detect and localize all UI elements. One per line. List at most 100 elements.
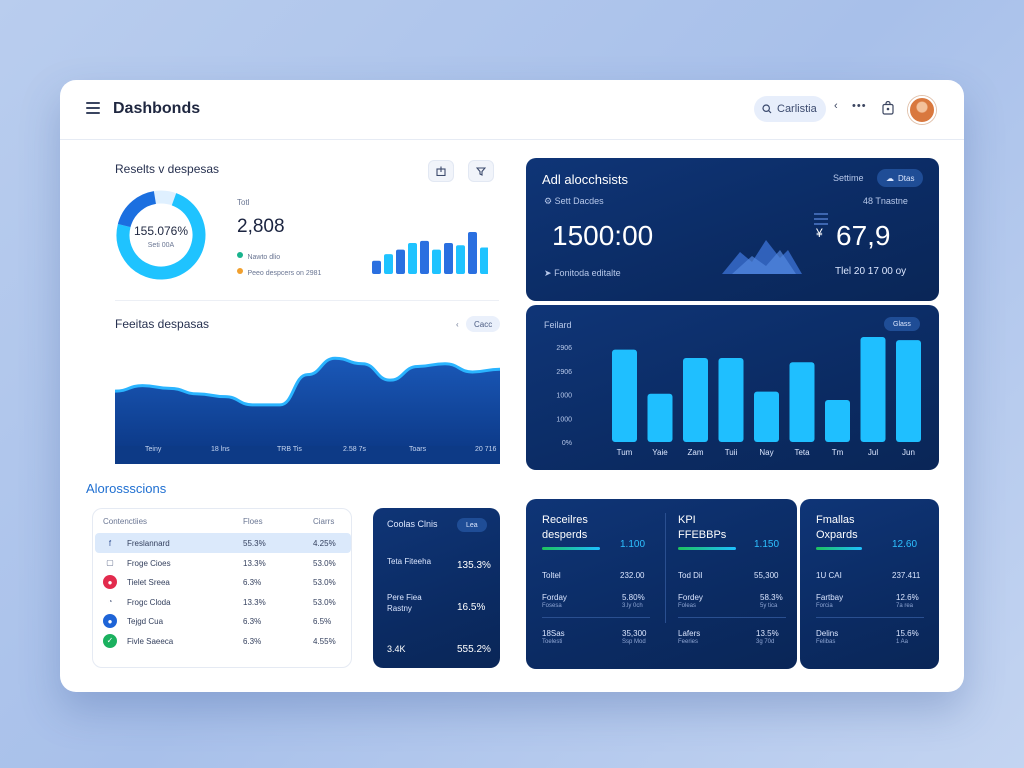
row-name: Frogc Cloda <box>127 597 171 607</box>
finance-r1-l: 1U CAI <box>816 571 842 580</box>
summary-title: Coolas Clnis <box>387 519 438 529</box>
table-row[interactable]: ▢ Froge Cioes 13.3% 53.0% <box>95 553 351 573</box>
bar[interactable] <box>754 391 779 442</box>
blue-circle-icon: ● <box>103 614 117 628</box>
bar-x-label: Tum <box>617 448 633 457</box>
bar[interactable] <box>612 349 637 442</box>
search-button[interactable]: Carlistia <box>754 96 826 122</box>
bar[interactable] <box>789 362 815 442</box>
kpi-r1-v: 232.00 <box>620 571 645 580</box>
row-value-2: 4.55% <box>313 636 336 646</box>
red-circle-icon: ● <box>103 575 117 589</box>
row-name: Froge Cioes <box>127 558 171 568</box>
legend-item-2: Peeo despcers on 2981 <box>237 262 321 280</box>
kpi-col1-title: Receilres desperds <box>542 514 588 541</box>
area-x-axis: Teiny 18 lns TRB Tis 2.58 7s Toars 20 716 <box>115 446 500 460</box>
analytics-title: Adl alocchsists <box>542 172 628 187</box>
dashboard-window: Dashbonds Carlistia ‹ ••• Reselts v desp… <box>60 80 964 692</box>
bar-chart-filter[interactable]: Glass <box>884 317 920 331</box>
bar-x-label: Yaie <box>652 448 668 457</box>
row-name: Freslannard <box>127 539 170 548</box>
row-value-2: 6.5% <box>313 617 332 626</box>
bar-y-label: 1000 <box>556 416 572 423</box>
kpi-r1-l2: Tod Dil <box>678 571 703 580</box>
kpi-r2-l2: Fordey <box>678 593 703 602</box>
table-row[interactable]: ✓ Fivle Saeeca 6.3% 4.55% <box>95 631 351 651</box>
table-row[interactable]: ● Tielet Sreea 6.3% 53.0% <box>95 572 351 592</box>
bar[interactable] <box>860 337 886 442</box>
table-header-3: Ciarrs <box>313 517 335 526</box>
finance-row-divider <box>816 617 924 618</box>
summary-row-3-value: 555.2% <box>457 644 491 655</box>
check-icon: ✓ <box>103 633 117 648</box>
bar-x-label: Nay <box>759 448 773 457</box>
kpi-r2-vs: 3.ly 0ch <box>622 603 643 609</box>
bag-icon: ▢ <box>106 558 114 567</box>
bar[interactable] <box>647 393 673 442</box>
area-fill <box>115 358 500 446</box>
filter-button[interactable] <box>468 160 494 182</box>
finance-r3-v: 15.6% <box>896 629 919 638</box>
kpi-col1-number: 1.100 <box>620 539 646 550</box>
summary-filter[interactable]: Lea <box>457 518 487 532</box>
mini-bar <box>480 247 488 274</box>
export-icon <box>436 166 446 176</box>
bar[interactable] <box>683 358 708 442</box>
analytics-sub-right: 48 Tnastne <box>863 196 908 206</box>
bar[interactable] <box>896 340 921 442</box>
analytics-foot-left: ➤ Fonitoda editalte <box>544 268 621 279</box>
filter-icon <box>476 167 486 176</box>
summary-row-2-label: Pere Fiea Rastny <box>387 593 422 613</box>
area-baseline <box>115 446 500 464</box>
kpi-r2-s2: Foleas <box>678 603 697 609</box>
row-name: Tielet Sreea <box>127 578 170 587</box>
total-value: 2,808 <box>237 216 285 237</box>
analytics-date-button[interactable]: ☁ Dtas <box>877 169 924 187</box>
kpi-r3-l: 18Sas <box>542 629 565 638</box>
menu-icon[interactable] <box>86 102 100 114</box>
summary-row-3-label: 3.4K <box>387 644 406 654</box>
kpi-r3-s: Toelesti <box>542 639 563 645</box>
bar[interactable] <box>718 358 744 442</box>
export-button[interactable] <box>428 160 454 182</box>
chevron-icon[interactable]: ‹ <box>456 320 459 329</box>
row-value-1: 13.3% <box>243 558 266 568</box>
mini-bar-chart <box>372 232 488 274</box>
chevron-left-icon[interactable]: ‹ <box>834 100 838 112</box>
more-icon[interactable]: ••• <box>852 100 867 112</box>
mini-bar <box>384 254 393 274</box>
kpi-col1-bar <box>542 547 600 550</box>
kpi-r2-l: Forday <box>542 593 567 602</box>
app-title: Dashbonds <box>113 100 201 117</box>
finance-r3-l: Delins <box>816 629 839 638</box>
bar-x-label: Tuii <box>725 448 738 457</box>
legend-text-1: Nawto dlio <box>247 254 281 261</box>
bag-icon[interactable] <box>882 101 894 115</box>
table-row[interactable]: ● Tejgd Cua 6.3% 6.5% <box>95 611 351 631</box>
finance-number: 12.60 <box>892 539 918 550</box>
donut-sub: Seti 00A <box>147 242 175 249</box>
table-row[interactable]: f Freslannard 55.3% 4.25% <box>95 533 351 553</box>
kpi-divider <box>665 513 666 623</box>
search-label: Carlistia <box>777 103 817 115</box>
table-header-1: Contenctiies <box>103 517 148 526</box>
divider <box>115 300 499 301</box>
row-value-2: 53.0% <box>313 558 336 568</box>
mini-bar <box>468 232 477 274</box>
mini-bar <box>420 240 429 274</box>
finance-title: Fmallas Oxpards <box>816 514 858 541</box>
row-value-1: 55.3% <box>243 539 266 548</box>
row-name: Fivle Saeeca <box>127 636 174 646</box>
bar-chart: 2906 2906 1000 1000 0% Tum Yaie Zam Tuii Nay Teta T… <box>556 337 921 457</box>
bar-chart-title: Feilard <box>544 320 572 330</box>
top-left-title: Reselts v despesas <box>115 162 220 176</box>
kpi-r2-vs2: 5y tica <box>760 603 778 609</box>
area-x-label: Toars <box>409 446 427 453</box>
area-chart-filter[interactable]: Cacc <box>466 316 501 332</box>
bar-y-label: 1000 <box>556 393 572 400</box>
send-icon: ➤ <box>544 268 552 278</box>
bar[interactable] <box>825 400 850 442</box>
avatar[interactable] <box>908 96 936 124</box>
kpi-r1-l: Toltel <box>542 571 561 580</box>
table-row[interactable]: ◔ Frogc Cloda 13.3% 53.0% <box>95 592 351 612</box>
